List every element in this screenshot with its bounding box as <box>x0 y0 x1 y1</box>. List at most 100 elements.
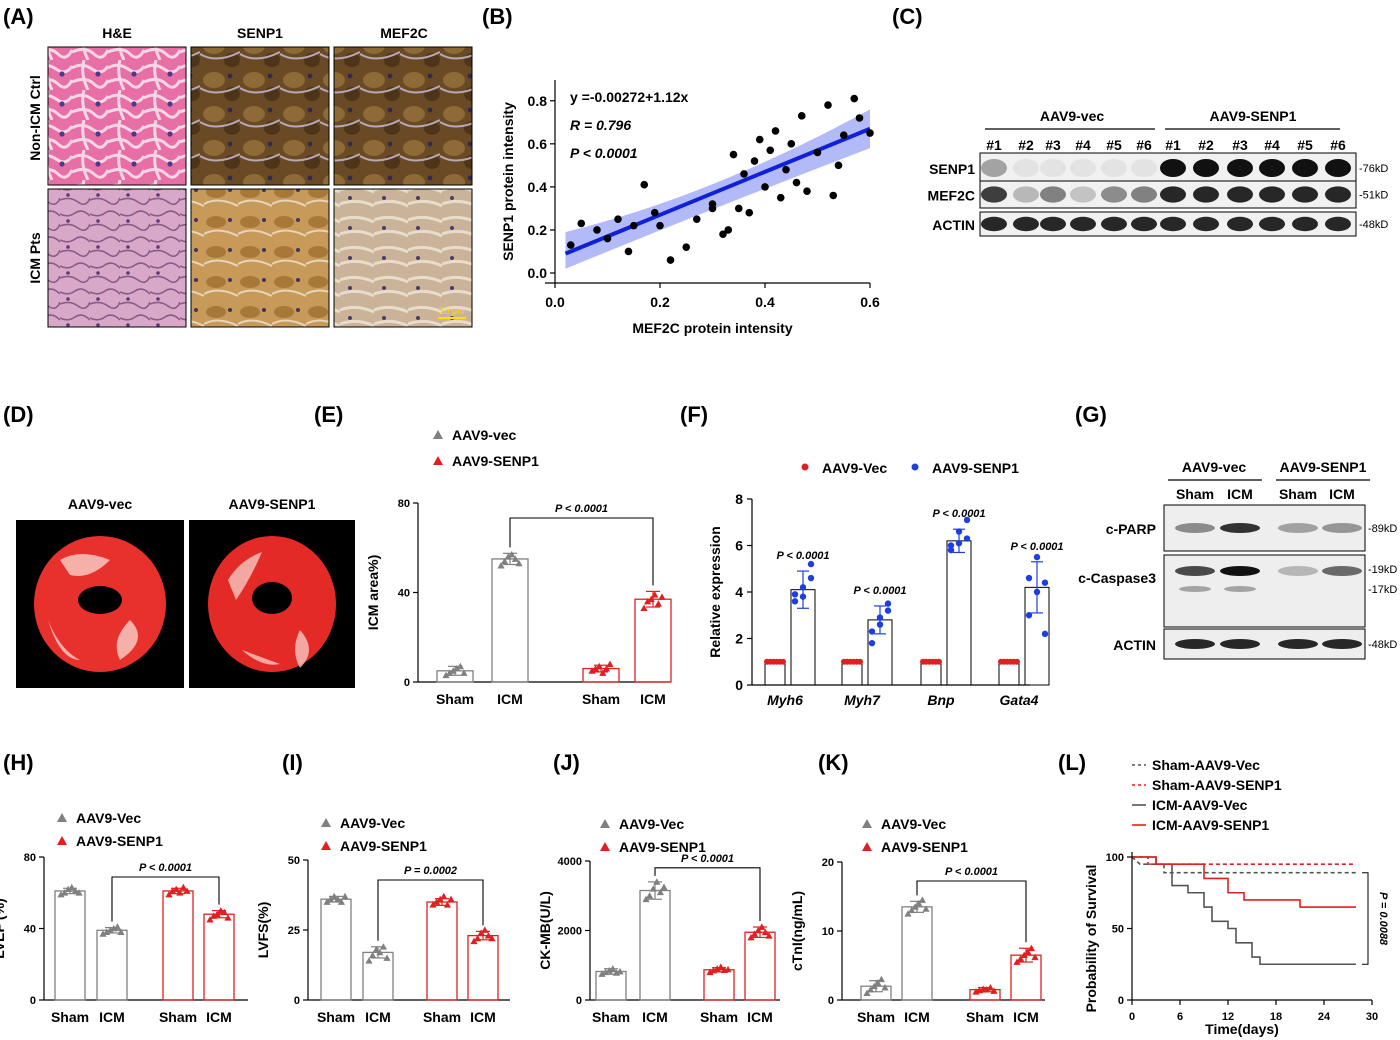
x-tick-label: ICM <box>470 1009 496 1025</box>
bar-vec <box>920 661 942 686</box>
data-point <box>443 901 451 908</box>
data-point <box>75 889 83 896</box>
blot-band <box>1175 639 1215 649</box>
p-value-label: P < 0.0001 <box>1010 541 1063 553</box>
data-point <box>745 208 754 217</box>
x-tick-label: ICM <box>640 691 666 707</box>
y-tick-label: 0 <box>294 995 300 1007</box>
survival-curve <box>1132 856 1356 865</box>
x-tick-label: 12 <box>1222 1011 1234 1023</box>
legend-label: Sham-AAV9-SENP1 <box>1152 777 1282 793</box>
legend-label: AAV9-SENP1 <box>76 833 163 849</box>
lane-label: #6 <box>1330 137 1346 153</box>
y-tick-label: 50 <box>288 855 300 867</box>
bar <box>744 931 776 1001</box>
data-point <box>481 926 489 933</box>
data-point <box>755 135 764 144</box>
data-point <box>1031 953 1039 961</box>
data-point <box>761 183 769 191</box>
x-tick-label: Sham <box>857 1009 895 1025</box>
blot-band <box>1193 216 1219 232</box>
legend-marker <box>321 818 331 827</box>
blot-band <box>1227 159 1253 177</box>
y-axis-label: ICM area%) <box>365 555 381 630</box>
legend-marker <box>600 819 610 828</box>
data-point <box>863 989 871 996</box>
data-point <box>797 112 806 120</box>
panel-g: (G) AAV9-vec AAV9-SENP1 Sham ICM Sham ICM c-PA… <box>1075 402 1397 660</box>
blot-band <box>1070 186 1096 203</box>
data-point <box>605 966 613 974</box>
data-point <box>629 221 638 230</box>
data-point <box>710 966 718 974</box>
data-point <box>213 910 221 918</box>
panel-i-letter: (I) <box>282 750 303 775</box>
bar <box>162 890 194 1001</box>
y-axis-label: LVEF (%) <box>0 898 7 958</box>
data-point <box>908 906 916 914</box>
blot-label: MEF2C <box>928 188 975 204</box>
y-tick-label: 0.4 <box>528 179 548 195</box>
blot-band <box>1070 159 1096 177</box>
data-point <box>103 928 111 935</box>
y-tick-label: 0.2 <box>528 222 548 238</box>
bar <box>467 934 499 1001</box>
data-point <box>323 898 331 905</box>
data-point <box>210 912 218 919</box>
data-point <box>708 204 717 213</box>
x-tick-label: ICM <box>365 1009 391 1025</box>
data-point <box>474 934 482 942</box>
blot-band <box>1278 566 1318 576</box>
data-point <box>904 910 912 917</box>
micrograph-he-ctrl <box>47 46 187 186</box>
y-tick-label: 40 <box>398 588 410 600</box>
data-point <box>747 933 755 941</box>
data-point <box>870 982 878 990</box>
panel-l-letter: (L) <box>1058 750 1086 775</box>
row-label-ctrl: Non-ICM Ctrl <box>27 75 43 161</box>
data-point <box>660 883 668 890</box>
data-point-senp1 <box>807 574 815 582</box>
mw-label: -89kD <box>1368 523 1397 535</box>
panel-f-letter: (F) <box>680 402 708 427</box>
x-tick-label: ICM <box>206 1009 232 1025</box>
data-point <box>341 892 349 900</box>
legend-marker <box>862 842 872 851</box>
x-tick-label: ICM <box>904 1009 930 1025</box>
data-point <box>429 901 437 908</box>
data-point <box>803 187 811 195</box>
data-point <box>68 883 76 891</box>
micrograph-mef2c-ctrl <box>333 46 473 186</box>
panel-g-letter: (G) <box>1075 402 1107 427</box>
bar <box>426 901 458 1001</box>
data-point <box>776 193 785 202</box>
data-point <box>602 664 610 672</box>
bar <box>491 558 529 683</box>
x-tick-label: ICM <box>1013 1009 1039 1025</box>
y-tick-label: 80 <box>24 852 36 864</box>
panel-j-letter: (J) <box>553 750 580 775</box>
blot-band <box>1325 159 1351 177</box>
data-point-senp1 <box>955 528 963 535</box>
data-point <box>588 667 596 674</box>
panel-d-letter: (D) <box>3 402 34 427</box>
data-point <box>782 165 790 174</box>
data-point-vec <box>1014 658 1020 665</box>
data-point <box>765 932 773 939</box>
legend-label: AAV9-SENP1 <box>932 460 1019 476</box>
blot-band <box>1292 216 1318 232</box>
legend-label: AAV9-SENP1 <box>881 839 968 855</box>
y-tick-label: 25 <box>288 925 300 937</box>
legend-label: ICM-AAV9-SENP1 <box>1152 817 1269 833</box>
data-point <box>656 888 664 896</box>
x-tick-label: ICM <box>99 1009 125 1025</box>
lumen-vec <box>78 586 122 614</box>
data-point <box>813 148 822 157</box>
panel-f: (F) AAV9-Vec AAV9-SENP1 0 2 4 6 8 Relative expr… <box>680 402 1064 708</box>
x-tick-label: Myh7 <box>844 692 881 708</box>
legend-label: AAV9-Vec <box>76 810 141 826</box>
data-point <box>436 895 444 903</box>
panel-d: (D) AAV9-vec AAV9-SENP1 <box>3 402 355 688</box>
blot-band <box>981 186 1007 203</box>
lane-label: #2 <box>1018 137 1034 153</box>
